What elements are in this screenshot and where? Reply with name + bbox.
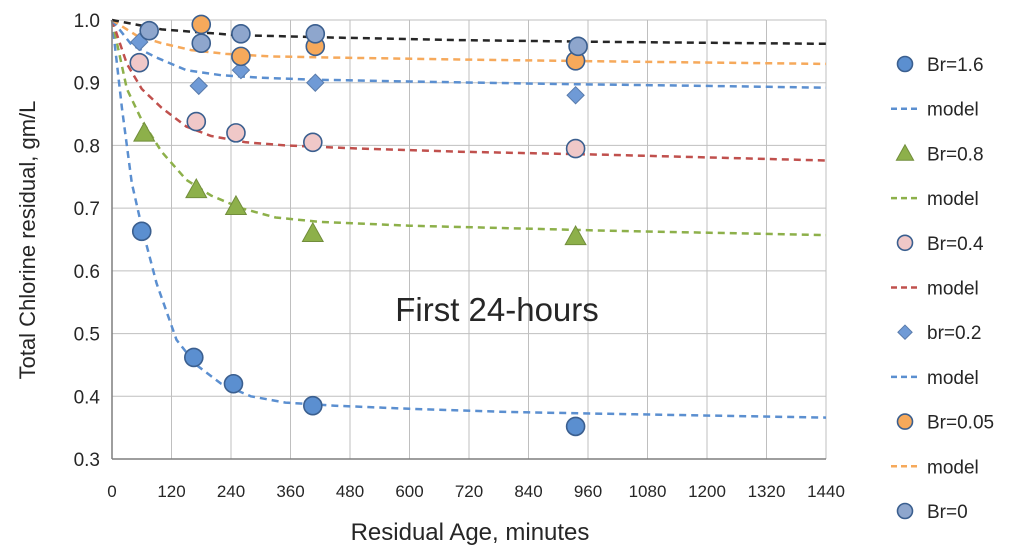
legend-label-br-0-2: br=0.2: [927, 323, 981, 344]
data-point-br-0-05: [191, 14, 212, 35]
legend-label-br-0-4: Br=0.4: [927, 234, 984, 255]
y-tick-label: 0.8: [74, 136, 100, 157]
x-tick-label: 960: [574, 482, 602, 501]
legend-swatch-br-0-2: [897, 324, 913, 341]
legend-label-br-0-8: Br=0.8: [927, 144, 984, 165]
data-point-br-1-6: [131, 221, 152, 242]
data-point-br-0-2: [189, 76, 209, 96]
axes: 0 120 240 360 480 600 720 840 960 1080 1200 1320 144…: [74, 11, 845, 501]
data-point-br-1-6: [184, 347, 204, 368]
data-point-br-0-8: [185, 177, 208, 199]
y-tick-label: 1.0: [74, 11, 100, 32]
y-tick-label: 0.5: [74, 325, 100, 346]
legend-label-model: model: [927, 100, 979, 121]
legend: Br=1.6 model Br=0.8 model Br=0.4 model br=0.2 m…: [891, 55, 994, 523]
x-tick-label: 0: [107, 482, 116, 501]
x-tick-label: 1440: [807, 482, 845, 501]
data-point-br-1-6: [223, 373, 244, 394]
data-point-br-0-2: [306, 73, 325, 92]
data-point-br-0-4: [303, 132, 323, 153]
legend-swatch-br-0-4: [896, 234, 914, 252]
data-point-br-0-2: [566, 86, 585, 105]
data-point-br-0-05: [231, 46, 251, 67]
model-curve-11: [111, 18, 827, 46]
data-point-br-0: [231, 23, 251, 44]
data-point-br-0: [191, 33, 212, 54]
annotation-first-24-hours: First 24-hours: [395, 291, 599, 328]
model-curve-7: [111, 19, 827, 89]
data-point-br-0: [139, 20, 159, 41]
data-point-br-0-4: [226, 123, 246, 143]
legend-label-model: model: [927, 457, 979, 478]
x-tick-label: 480: [336, 482, 364, 501]
model-curve-1: [110, 19, 827, 419]
x-tick-label: 240: [217, 482, 245, 501]
data-point-br-0-8: [564, 224, 587, 246]
data-point-br-1-6: [303, 395, 323, 416]
legend-label-model: model: [927, 368, 979, 389]
y-axis-label: Total Chlorine residual, gm/L: [15, 101, 40, 380]
data-point-br-1-6: [565, 416, 586, 437]
data-point-br-0-2: [231, 60, 251, 80]
legend-label-model: model: [927, 279, 979, 300]
x-tick-label: 1200: [688, 482, 726, 501]
x-tick-label: 1320: [748, 482, 786, 501]
x-tick-label: 1080: [629, 482, 667, 501]
y-tick-label: 0.6: [74, 262, 100, 283]
y-tick-label: 0.3: [74, 450, 100, 471]
y-tick-label: 0.9: [74, 74, 100, 95]
y-tick-label: 0.4: [74, 387, 101, 408]
data-point-br-0-8: [133, 121, 156, 142]
data-points: [129, 14, 588, 437]
data-point-br-0-8: [224, 194, 248, 216]
legend-swatch-br-0: [896, 502, 914, 520]
data-point-br-0-8: [301, 221, 325, 243]
data-point-br-0-4: [186, 111, 207, 132]
legend-swatch-br-1-6: [896, 55, 914, 73]
x-tick-label: 360: [276, 482, 304, 501]
x-tick-label: 600: [395, 482, 423, 501]
data-point-br-0: [568, 36, 588, 57]
legend-label-model: model: [927, 189, 979, 210]
model-curve-5: [110, 19, 827, 162]
data-point-br-0-4: [129, 52, 150, 73]
x-axis-label: Residual Age, minutes: [351, 519, 590, 546]
data-point-br-0: [305, 23, 326, 44]
legend-label-br-0: Br=0: [927, 502, 968, 523]
x-tick-label: 840: [514, 482, 542, 501]
legend-swatch-br-0-05: [896, 413, 914, 430]
legend-label-br-0-05: Br=0.05: [927, 413, 994, 434]
legend-swatch-br-0-8: [895, 143, 915, 161]
y-tick-label: 0.7: [74, 199, 100, 220]
data-point-br-0-4: [565, 138, 586, 159]
x-tick-label: 720: [455, 482, 483, 501]
legend-label-br-1-6: Br=1.6: [927, 55, 984, 76]
x-tick-label: 120: [157, 482, 185, 501]
